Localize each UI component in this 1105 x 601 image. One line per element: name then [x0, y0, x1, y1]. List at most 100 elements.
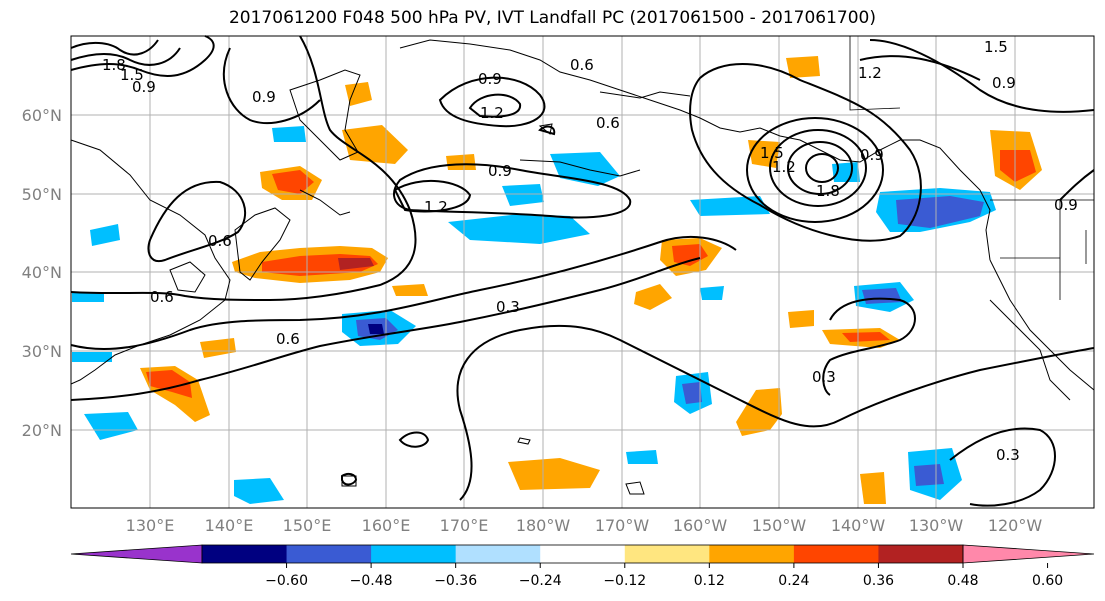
- contour-label: 0.9: [488, 162, 512, 180]
- patch-negative: [832, 162, 860, 182]
- patch-negative: [84, 412, 138, 440]
- patch-positive: [392, 284, 428, 296]
- patch-negative-dark: [368, 324, 384, 334]
- lon-label-140e: 140°E: [205, 516, 254, 535]
- colorbar-segment: [793, 545, 879, 563]
- contour-label: 1.2: [858, 64, 882, 82]
- patch-positive-core: [146, 370, 192, 398]
- pv-contours: [70, 35, 1095, 507]
- lon-label-170w: 170°W: [595, 516, 650, 535]
- patch-positive: [200, 338, 236, 358]
- patch-negative: [234, 478, 284, 504]
- patch-positive: [634, 284, 672, 310]
- colorbar-tick-label: −0.36: [434, 573, 477, 589]
- contour-label: 0.9: [132, 78, 156, 96]
- contour-label: 0.6: [276, 330, 300, 348]
- patch-positive: [345, 82, 372, 106]
- patch-negative: [72, 292, 104, 302]
- contour-label: 0.6: [570, 56, 594, 74]
- lat-label-30: 30°N: [22, 342, 62, 361]
- map-frame: [70, 35, 1095, 509]
- colorbar-segment: [371, 545, 457, 563]
- patch-positive-core: [842, 332, 890, 342]
- patch-negative: [448, 214, 590, 244]
- lat-label-20: 20°N: [22, 421, 62, 440]
- contour-label: 1.2: [424, 198, 448, 216]
- lon-label-150e: 150°E: [283, 516, 332, 535]
- lon-label-160w: 160°W: [673, 516, 728, 535]
- contour-label: 0.9: [1054, 196, 1078, 214]
- gridlines: [71, 36, 1094, 508]
- colorbar-tick-label: −0.60: [265, 573, 308, 589]
- contour-label: 0.3: [496, 298, 520, 316]
- patch-positive: [860, 472, 886, 504]
- patch-negative-core: [682, 382, 702, 404]
- lon-label-150w: 150°W: [752, 516, 807, 535]
- contour-label: 0.3: [812, 368, 836, 386]
- colorbar-tick-label: 0.60: [1032, 573, 1063, 589]
- patch-positive: [508, 458, 600, 490]
- lon-label-140w: 140°W: [831, 516, 886, 535]
- patch-negative-core: [914, 464, 944, 486]
- colorbar-border: [201, 544, 964, 564]
- patch-positive: [736, 388, 782, 436]
- contour-label: 0.9: [992, 74, 1016, 92]
- patch-positive: [786, 56, 820, 78]
- patch-negative: [690, 196, 770, 216]
- lon-label-180w: 180°W: [516, 516, 571, 535]
- contour-label: 0.9: [860, 146, 884, 164]
- colorbar-tick-label: 0.48: [947, 573, 978, 589]
- patch-negative: [272, 126, 306, 142]
- lon-label-170e: 170°E: [440, 516, 489, 535]
- contour-label: 1.5: [984, 38, 1008, 56]
- colorbar-tick-label: 0.24: [778, 573, 809, 589]
- lat-label-60: 60°N: [22, 106, 62, 125]
- map-panel: 1.8 1.5 0.9 0.9 0.9 1.2 0.6 0.9 1.2 1.5 …: [70, 35, 1095, 509]
- patch-positive: [342, 125, 408, 164]
- contour-label: 0.9: [252, 88, 276, 106]
- contour-label: 0.6: [150, 288, 174, 306]
- contour-label: 1.5: [760, 144, 784, 162]
- lon-label-130e: 130°E: [126, 516, 175, 535]
- patch-positive-core: [272, 170, 314, 194]
- patch-negative: [502, 184, 544, 206]
- lat-label-50: 50°N: [22, 185, 62, 204]
- colorbar-segment: [286, 545, 372, 563]
- patch-negative-core: [862, 288, 902, 304]
- colorbar-segment: [878, 545, 964, 563]
- colorbar-segment: [455, 545, 541, 563]
- longitude-labels: 130°E 140°E 150°E 160°E 170°E 180°W 170°…: [126, 516, 1043, 535]
- patch-negative: [700, 286, 724, 300]
- colorbar-ticks: −0.60 −0.48 −0.36 −0.24 −0.12 0.12 0.24 0.36 0.4…: [265, 563, 1063, 589]
- lon-label-160e: 160°E: [362, 516, 411, 535]
- contour-label-group: 1.8 1.5 0.9 0.9 0.9 1.2 0.6 0.9 1.2 1.5 …: [102, 38, 1078, 464]
- colorbar-tick-label: 0.12: [694, 573, 725, 589]
- patch-positive: [748, 140, 780, 168]
- lat-label-40: 40°N: [22, 263, 62, 282]
- patch-positive: [446, 154, 476, 170]
- patch-negative: [72, 352, 112, 362]
- contour-label: 0.6: [596, 114, 620, 132]
- borders: [849, 36, 1094, 300]
- contour-label: 1.2: [772, 158, 796, 176]
- contour-label: 0.3: [996, 446, 1020, 464]
- patch-positive-core: [672, 244, 708, 266]
- lon-label-120w: 120°W: [988, 516, 1043, 535]
- patch-negative: [626, 450, 658, 464]
- contour-label: 0.6: [208, 232, 232, 250]
- patch-negative: [90, 224, 120, 246]
- colorbar-segment: [202, 545, 288, 563]
- colorbar-segment: [540, 545, 626, 563]
- contour-label: 0.9: [478, 70, 502, 88]
- colorbar-extend-high: [962, 544, 1095, 564]
- colorbar-extend-low: [70, 544, 203, 564]
- patch-positive: [788, 310, 814, 328]
- colorbar-tick-label: −0.12: [603, 573, 646, 589]
- colorbar-tick-label: 0.36: [863, 573, 894, 589]
- colorbar-segment: [624, 545, 710, 563]
- colorbar-segment: [709, 545, 795, 563]
- colorbar-tick-label: −0.48: [350, 573, 393, 589]
- contour-label: 1.2: [480, 104, 504, 122]
- latitude-labels: 60°N 50°N 40°N 30°N 20°N: [22, 106, 62, 440]
